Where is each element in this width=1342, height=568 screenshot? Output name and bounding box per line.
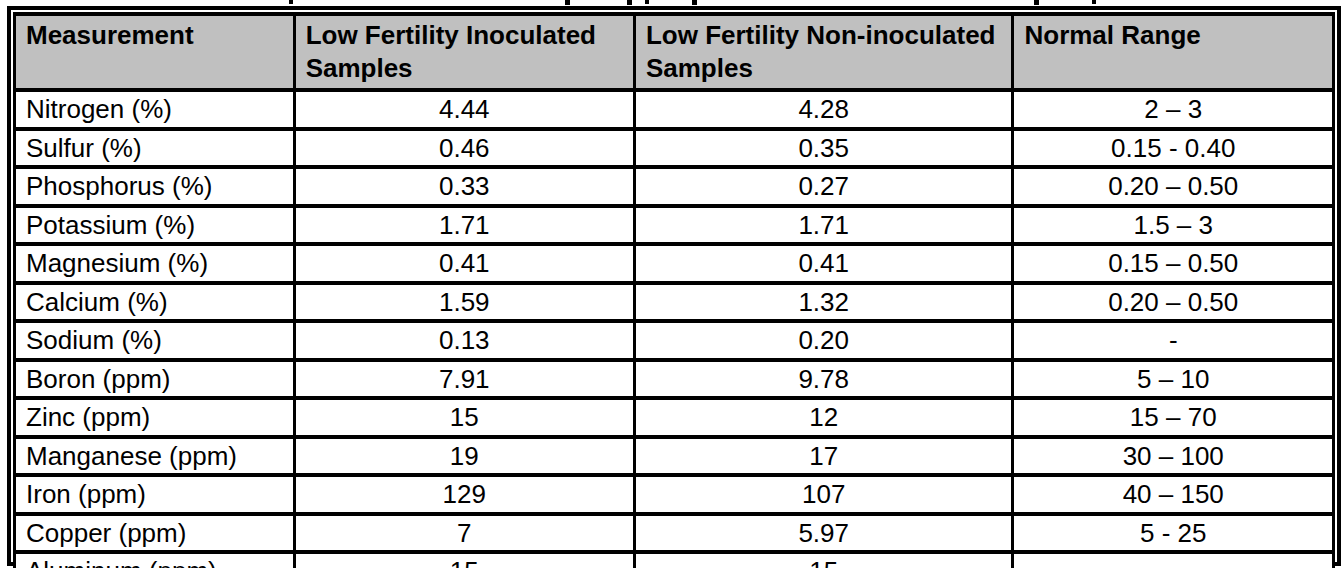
table-row-sodium: Sodium (%) 0.13 0.20 - xyxy=(15,321,1334,360)
measurement-table: Measurement Low Fertility Inoculated Sam… xyxy=(13,12,1335,568)
value-cell: 0.20 xyxy=(634,321,1013,360)
cropped-caption-fragment xyxy=(627,0,632,5)
value-cell: 0.20 – 0.50 xyxy=(1013,283,1334,322)
value-cell: 0.41 xyxy=(294,244,634,283)
value-cell: 17 xyxy=(634,437,1013,476)
cropped-caption-fragment xyxy=(289,0,293,4)
row-label-cell: Sodium (%) xyxy=(15,321,295,360)
row-label-cell: Boron (ppm) xyxy=(15,360,295,399)
cropped-caption-fragment xyxy=(692,0,697,5)
value-cell: - xyxy=(1013,552,1334,568)
row-label-cell: Iron (ppm) xyxy=(15,475,295,514)
header-row: Measurement Low Fertility Inoculated Sam… xyxy=(15,14,1334,90)
value-cell: 15 – 70 xyxy=(1013,398,1334,437)
value-cell: 7.91 xyxy=(294,360,634,399)
value-cell: 129 xyxy=(294,475,634,514)
value-cell: 5 – 10 xyxy=(1013,360,1334,399)
value-cell: 5 - 25 xyxy=(1013,514,1334,553)
row-label-cell: Manganese (ppm) xyxy=(15,437,295,476)
table-row-sulfur: Sulfur (%) 0.46 0.35 0.15 - 0.40 xyxy=(15,129,1334,168)
row-label-cell: Zinc (ppm) xyxy=(15,398,295,437)
row-label-cell: Sulfur (%) xyxy=(15,129,295,168)
value-cell: 15 xyxy=(294,398,634,437)
value-cell: 4.28 xyxy=(634,90,1013,129)
table-row-magnesium: Magnesium (%) 0.41 0.41 0.15 – 0.50 xyxy=(15,244,1334,283)
table-row-potassium: Potassium (%) 1.71 1.71 1.5 – 3 xyxy=(15,206,1334,245)
table-row-zinc: Zinc (ppm) 15 12 15 – 70 xyxy=(15,398,1334,437)
value-cell: 2 – 3 xyxy=(1013,90,1334,129)
table-row-nitrogen: Nitrogen (%) 4.44 4.28 2 – 3 xyxy=(15,90,1334,129)
value-cell: 19 xyxy=(294,437,634,476)
value-cell: 0.33 xyxy=(294,167,634,206)
value-cell: 0.41 xyxy=(634,244,1013,283)
value-cell: 0.27 xyxy=(634,167,1013,206)
value-cell: 40 – 150 xyxy=(1013,475,1334,514)
row-label-cell: Nitrogen (%) xyxy=(15,90,295,129)
row-label-cell: Phosphorus (%) xyxy=(15,167,295,206)
table-row-phosphorus: Phosphorus (%) 0.33 0.27 0.20 – 0.50 xyxy=(15,167,1334,206)
value-cell: 0.35 xyxy=(634,129,1013,168)
value-cell: 15 xyxy=(294,552,634,568)
row-label-cell: Copper (ppm) xyxy=(15,514,295,553)
value-cell: 1.32 xyxy=(634,283,1013,322)
table-row-manganese: Manganese (ppm) 19 17 30 – 100 xyxy=(15,437,1334,476)
value-cell: 0.13 xyxy=(294,321,634,360)
value-cell: 12 xyxy=(634,398,1013,437)
row-label-cell: Aluminum (ppm) xyxy=(15,552,295,568)
table-row-aluminum: Aluminum (ppm) 15 15 - xyxy=(15,552,1334,568)
cropped-caption-fragment xyxy=(565,0,570,5)
column-header-non-inoculated: Low Fertility Non-inoculated Samples xyxy=(634,14,1013,90)
value-cell: 5.97 xyxy=(634,514,1013,553)
row-label-cell: Potassium (%) xyxy=(15,206,295,245)
value-cell: 1.71 xyxy=(294,206,634,245)
cropped-caption-fragment xyxy=(1034,0,1039,5)
value-cell: 0.46 xyxy=(294,129,634,168)
value-cell: 1.59 xyxy=(294,283,634,322)
row-label-cell: Magnesium (%) xyxy=(15,244,295,283)
value-cell: 0.15 – 0.50 xyxy=(1013,244,1334,283)
cropped-caption-fragment xyxy=(1092,0,1096,4)
table-row-iron: Iron (ppm) 129 107 40 – 150 xyxy=(15,475,1334,514)
value-cell: 0.15 - 0.40 xyxy=(1013,129,1334,168)
value-cell: - xyxy=(1013,321,1334,360)
value-cell: 30 – 100 xyxy=(1013,437,1334,476)
value-cell: 1.71 xyxy=(634,206,1013,245)
table-row-calcium: Calcium (%) 1.59 1.32 0.20 – 0.50 xyxy=(15,283,1334,322)
column-header-normal-range: Normal Range xyxy=(1013,14,1334,90)
table-row-boron: Boron (ppm) 7.91 9.78 5 – 10 xyxy=(15,360,1334,399)
value-cell: 15 xyxy=(634,552,1013,568)
table-row-copper: Copper (ppm) 7 5.97 5 - 25 xyxy=(15,514,1334,553)
document-page: Measurement Low Fertility Inoculated Sam… xyxy=(0,0,1342,568)
row-label-cell: Calcium (%) xyxy=(15,283,295,322)
table-body: Nitrogen (%) 4.44 4.28 2 – 3 Sulfur (%) … xyxy=(15,90,1334,568)
table-header: Measurement Low Fertility Inoculated Sam… xyxy=(15,14,1334,90)
value-cell: 1.5 – 3 xyxy=(1013,206,1334,245)
value-cell: 7 xyxy=(294,514,634,553)
value-cell: 0.20 – 0.50 xyxy=(1013,167,1334,206)
measurement-table-frame: Measurement Low Fertility Inoculated Sam… xyxy=(7,6,1341,566)
cropped-caption-fragment xyxy=(645,0,649,4)
value-cell: 107 xyxy=(634,475,1013,514)
column-header-measurement: Measurement xyxy=(15,14,295,90)
column-header-inoculated: Low Fertility Inoculated Samples xyxy=(294,14,634,90)
value-cell: 4.44 xyxy=(294,90,634,129)
value-cell: 9.78 xyxy=(634,360,1013,399)
